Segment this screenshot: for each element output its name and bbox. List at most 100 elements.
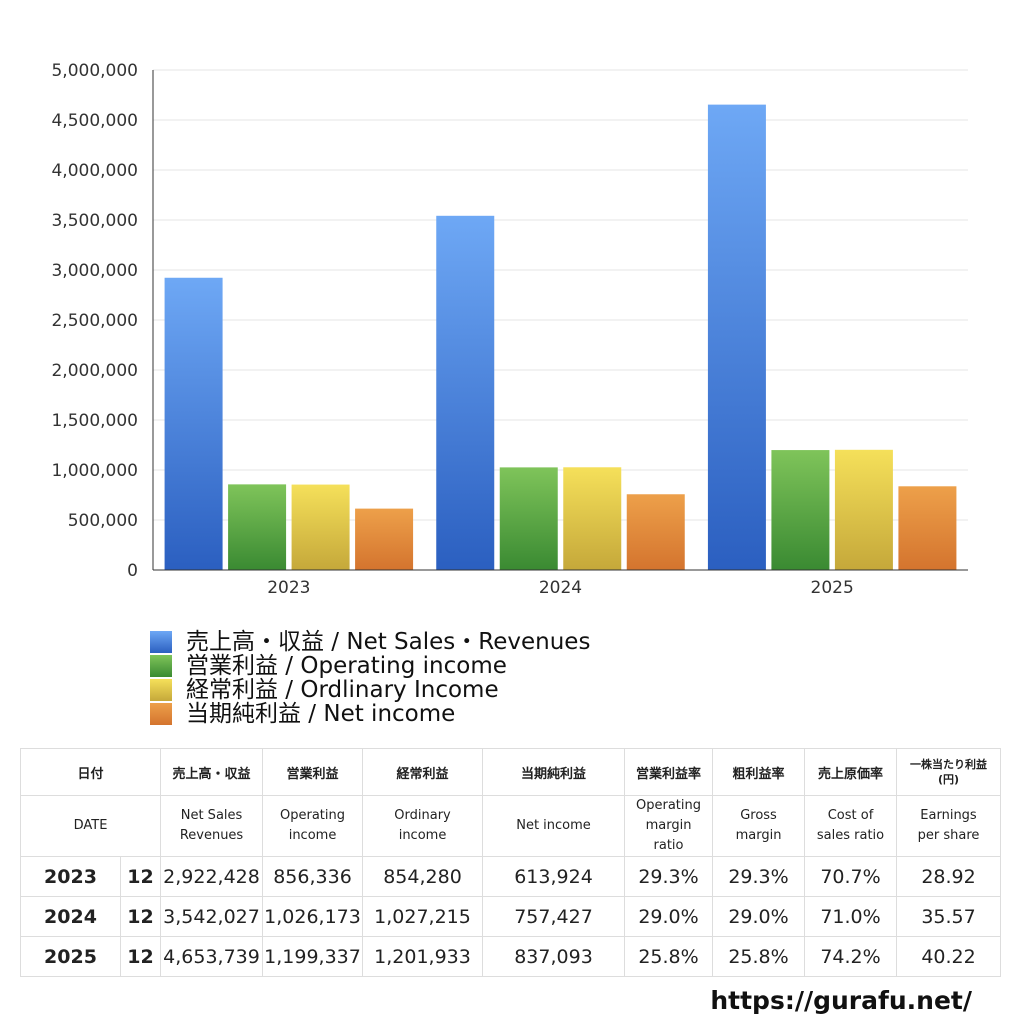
th-gm-en-1: Gross xyxy=(740,808,777,823)
legend-label-net: 当期純利益 / Net income xyxy=(186,701,456,727)
y-tick-label: 5,000,000 xyxy=(51,61,138,81)
cell-eps: 28.92 xyxy=(896,856,1002,897)
th-eps-jp: 一株当たり利益 (円) xyxy=(896,748,1002,796)
bar-chart: 0 500,000 1,000,000 1,500,000 2,000,000 2,500… xyxy=(51,61,968,598)
y-axis-ticks: 0 500,000 1,000,000 1,500,000 2,000,000 2,500… xyxy=(51,61,138,581)
cell-eps: 40.22 xyxy=(896,936,1002,977)
th-gm-en: Gross margin xyxy=(712,795,806,857)
financial-table: 日付 売上高・収益 営業利益 経常利益 当期純利益 営業利益率 粗利益率 売上原… xyxy=(19,748,1002,977)
bar xyxy=(834,449,893,570)
cell-year: 2023 xyxy=(20,856,121,897)
th-opm-en-1: Operating xyxy=(636,798,702,813)
bar xyxy=(291,484,350,570)
cell-cogs: 74.2% xyxy=(804,936,898,977)
cell-year: 2025 xyxy=(20,936,121,977)
site-url[interactable]: https://gurafu.net/ xyxy=(710,986,972,1015)
bar xyxy=(436,215,495,570)
cell-gm: 25.8% xyxy=(712,936,806,977)
cell-sales: 4,653,739 xyxy=(160,936,264,977)
bar xyxy=(898,486,957,570)
cell-operating: 856,336 xyxy=(262,856,364,897)
grid-lines xyxy=(153,69,968,521)
th-ordinary-en-1: Ordinary xyxy=(394,808,451,823)
legend-label-ordinary: 経常利益 / Ordlinary Income xyxy=(186,677,499,703)
th-eps-jp-line2: (円) xyxy=(937,773,960,786)
th-eps-jp-line1: 一株当たり利益 xyxy=(910,758,988,771)
bar xyxy=(228,484,287,570)
th-sales-en: Net Sales Revenues xyxy=(160,795,264,857)
bar xyxy=(626,494,685,570)
th-date-en: DATE xyxy=(19,795,162,857)
y-tick-label: 4,500,000 xyxy=(51,111,138,131)
cell-ordinary: 1,027,215 xyxy=(362,896,484,937)
cell-cogs: 70.7% xyxy=(804,856,898,897)
table-row: 2023 12 2,922,428 856,336 854,280 613,92… xyxy=(20,856,1002,897)
th-operating-en-1: Operating xyxy=(280,808,346,823)
th-date-jp: 日付 xyxy=(19,748,162,796)
th-gm-en-2: margin xyxy=(735,828,782,843)
bars xyxy=(164,104,957,570)
th-opm-en-2: margin xyxy=(645,818,692,833)
th-cogs-en-2: sales ratio xyxy=(816,828,885,843)
th-cogs-jp: 売上原価率 xyxy=(804,748,898,796)
x-axis-ticks: 2023 2024 2025 xyxy=(267,578,854,598)
bar xyxy=(499,467,558,570)
th-operating-en: Operating income xyxy=(262,795,364,857)
th-sales-en-2: Revenues xyxy=(179,828,244,843)
th-gm-jp: 粗利益率 xyxy=(712,748,806,796)
y-tick-label: 4,000,000 xyxy=(51,161,138,181)
cell-ordinary: 854,280 xyxy=(362,856,484,897)
cell-opm: 25.8% xyxy=(624,936,714,977)
bar xyxy=(771,450,830,570)
cell-month: 12 xyxy=(119,896,162,937)
y-tick-label: 3,000,000 xyxy=(51,261,138,281)
table-row: 2025 12 4,653,739 1,199,337 1,201,933 83… xyxy=(20,936,1002,977)
cell-year: 2024 xyxy=(20,896,121,937)
cell-sales: 2,922,428 xyxy=(160,856,264,897)
legend-swatch-sales xyxy=(150,631,172,653)
th-opm-en: Operating margin ratio xyxy=(624,795,714,857)
x-tick-label: 2023 xyxy=(267,578,310,598)
th-eps-en-2: per share xyxy=(917,828,980,843)
legend-swatch-ordinary xyxy=(150,679,172,701)
th-operating-en-2: income xyxy=(288,828,337,843)
legend-label-operating: 営業利益 / Operating income xyxy=(186,653,507,679)
cell-gm: 29.3% xyxy=(712,856,806,897)
th-opm-en-3: ratio xyxy=(653,838,684,853)
y-tick-label: 500,000 xyxy=(68,511,138,531)
th-sales-jp: 売上高・収益 xyxy=(160,748,264,796)
th-ordinary-en: Ordinary income xyxy=(362,795,484,857)
legend-item-sales: 売上高・収益 / Net Sales・Revenues xyxy=(150,630,590,654)
cell-operating: 1,199,337 xyxy=(262,936,364,977)
legend-item-ordinary: 経常利益 / Ordlinary Income xyxy=(150,678,590,702)
y-tick-label: 3,500,000 xyxy=(51,211,138,231)
y-tick-label: 1,000,000 xyxy=(51,461,138,481)
legend-swatch-net xyxy=(150,703,172,725)
th-net-jp: 当期純利益 xyxy=(482,748,626,796)
th-eps-en: Earnings per share xyxy=(896,795,1002,857)
y-tick-label: 2,000,000 xyxy=(51,361,138,381)
cell-gm: 29.0% xyxy=(712,896,806,937)
cell-net: 613,924 xyxy=(482,856,626,897)
legend-label-sales: 売上高・収益 / Net Sales・Revenues xyxy=(186,629,591,655)
bar xyxy=(563,467,622,570)
cell-net: 837,093 xyxy=(482,936,626,977)
legend-swatch-operating xyxy=(150,655,172,677)
bar xyxy=(707,104,766,570)
legend-item-operating: 営業利益 / Operating income xyxy=(150,654,590,678)
cell-month: 12 xyxy=(119,856,162,897)
th-eps-en-1: Earnings xyxy=(920,808,977,823)
cell-month: 12 xyxy=(119,936,162,977)
y-tick-label: 1,500,000 xyxy=(51,411,138,431)
th-cogs-en-1: Cost of xyxy=(827,808,874,823)
x-tick-label: 2025 xyxy=(811,578,854,598)
table-row: 2024 12 3,542,027 1,026,173 1,027,215 75… xyxy=(20,896,1002,937)
cell-cogs: 71.0% xyxy=(804,896,898,937)
th-cogs-en: Cost of sales ratio xyxy=(804,795,898,857)
cell-operating: 1,026,173 xyxy=(262,896,364,937)
th-opm-jp: 営業利益率 xyxy=(624,748,714,796)
cell-net: 757,427 xyxy=(482,896,626,937)
table-header-jp: 日付 売上高・収益 営業利益 経常利益 当期純利益 営業利益率 粗利益率 売上原… xyxy=(19,748,1002,796)
th-ordinary-en-2: income xyxy=(398,828,447,843)
cell-sales: 3,542,027 xyxy=(160,896,264,937)
